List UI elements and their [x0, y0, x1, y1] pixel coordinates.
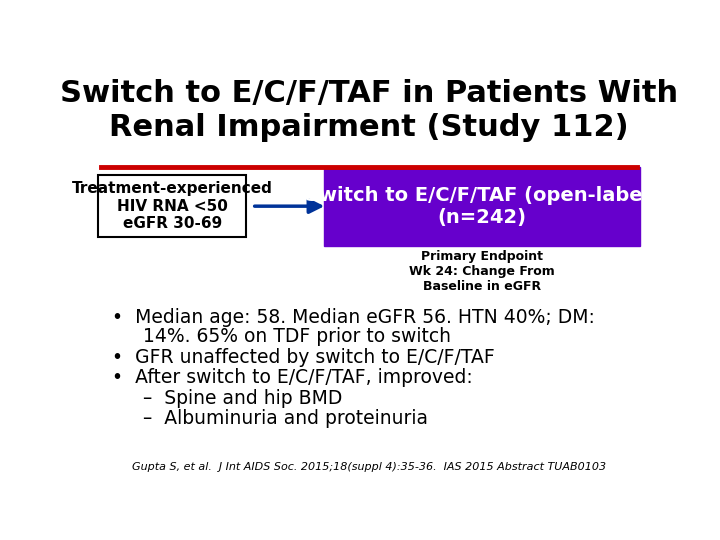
Text: –  Albuminuria and proteinuria: – Albuminuria and proteinuria: [143, 409, 428, 428]
Text: •  GFR unaffected by switch to E/C/F/TAF: • GFR unaffected by switch to E/C/F/TAF: [112, 348, 495, 367]
Text: •  After switch to E/C/F/TAF, improved:: • After switch to E/C/F/TAF, improved:: [112, 368, 473, 387]
Text: 14%. 65% on TDF prior to switch: 14%. 65% on TDF prior to switch: [143, 327, 451, 346]
Text: Switch to E/C/F/TAF in Patients With
Renal Impairment (Study 112): Switch to E/C/F/TAF in Patients With Ren…: [60, 79, 678, 142]
FancyBboxPatch shape: [324, 167, 639, 246]
Text: •  Median age: 58. Median eGFR 56. HTN 40%; DM:: • Median age: 58. Median eGFR 56. HTN 40…: [112, 308, 595, 327]
Text: Gupta S, et al.  J Int AIDS Soc. 2015;18(suppl 4):35-36.  IAS 2015 Abstract TUAB: Gupta S, et al. J Int AIDS Soc. 2015;18(…: [132, 462, 606, 472]
Text: –  Spine and hip BMD: – Spine and hip BMD: [143, 389, 343, 408]
Text: Switch to E/C/F/TAF (open-label)
(n=242): Switch to E/C/F/TAF (open-label) (n=242): [305, 186, 659, 227]
FancyBboxPatch shape: [99, 175, 246, 238]
Text: Treatment-experienced
HIV RNA <50
eGFR 30-69: Treatment-experienced HIV RNA <50 eGFR 3…: [72, 181, 273, 231]
Text: Primary Endpoint
Wk 24: Change From
Baseline in eGFR: Primary Endpoint Wk 24: Change From Base…: [409, 250, 555, 293]
